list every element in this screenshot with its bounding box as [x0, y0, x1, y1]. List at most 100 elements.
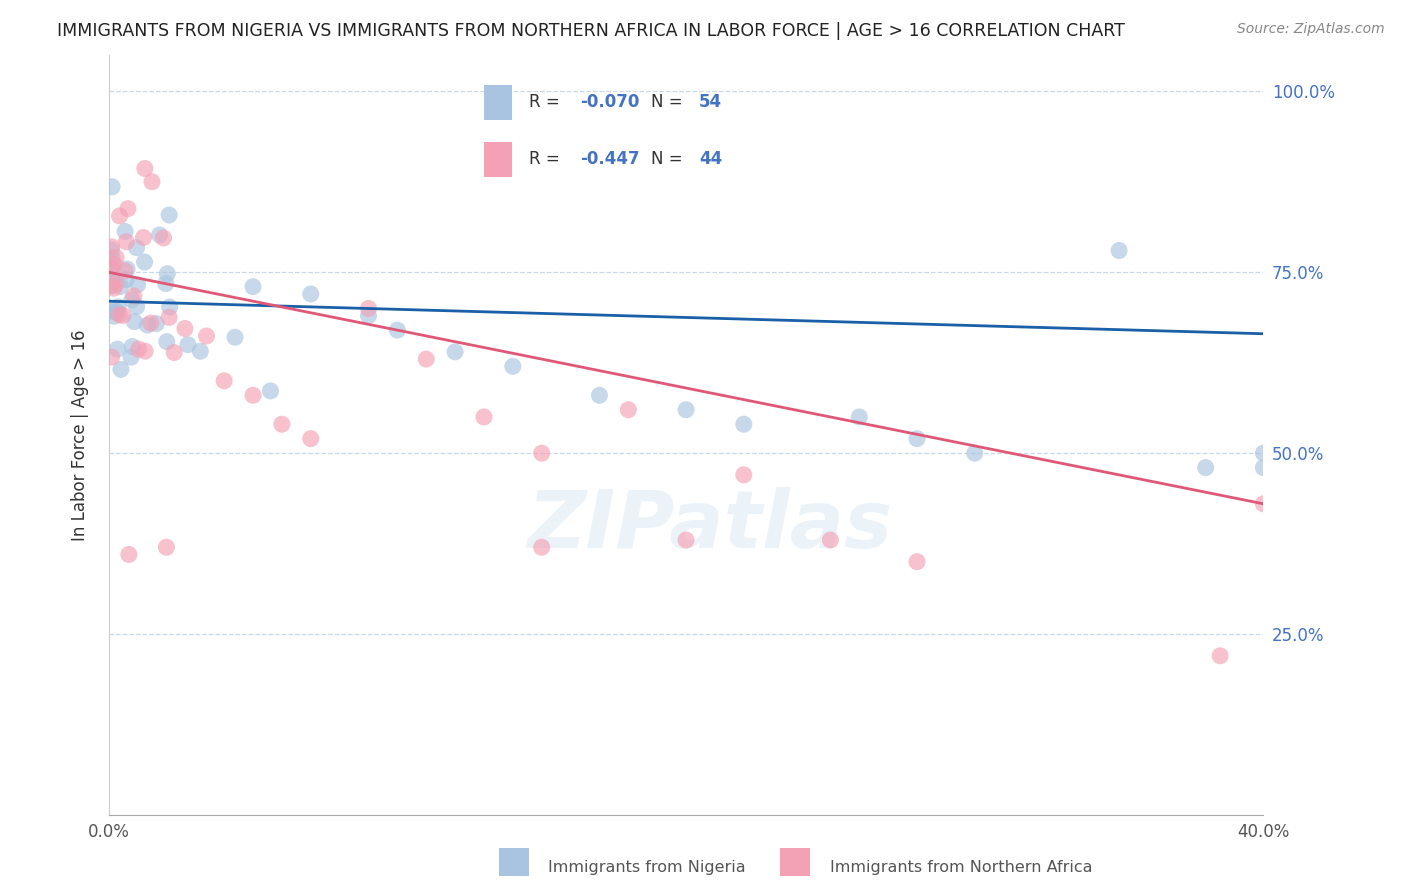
Point	[530, 446, 553, 460]
Point	[100, 260, 122, 274]
Point	[100, 304, 122, 318]
Point	[121, 293, 143, 307]
Point	[148, 227, 170, 242]
Point	[415, 352, 437, 367]
Point	[115, 235, 138, 249]
Text: Source: ZipAtlas.com: Source: ZipAtlas.com	[1237, 22, 1385, 37]
Point	[101, 272, 124, 286]
Point	[163, 345, 186, 359]
Point	[155, 540, 177, 554]
Point	[159, 300, 181, 314]
Point	[733, 467, 755, 482]
Point	[357, 309, 380, 323]
Point	[242, 279, 264, 293]
Point	[270, 417, 292, 432]
Point	[114, 264, 136, 278]
Point	[156, 334, 179, 349]
Point	[100, 278, 122, 293]
Point	[105, 306, 128, 320]
Point	[103, 281, 125, 295]
Point	[118, 548, 141, 562]
Point	[224, 330, 246, 344]
Point	[157, 310, 180, 325]
Point	[472, 409, 495, 424]
Point	[114, 224, 136, 238]
Point	[134, 344, 156, 359]
Point	[259, 384, 281, 398]
Text: Immigrants from Northern Africa: Immigrants from Northern Africa	[830, 860, 1092, 874]
Point	[105, 342, 128, 356]
Point	[1108, 244, 1130, 258]
Point	[242, 388, 264, 402]
Point	[105, 251, 128, 265]
Point	[101, 251, 124, 265]
Point	[502, 359, 524, 374]
Point	[121, 339, 143, 353]
Point	[905, 555, 928, 569]
Point	[188, 344, 211, 359]
Point	[115, 273, 138, 287]
Text: Immigrants from Nigeria: Immigrants from Nigeria	[548, 860, 747, 874]
Point	[157, 208, 180, 222]
Point	[100, 243, 122, 257]
Point	[139, 316, 162, 330]
Point	[963, 446, 986, 460]
Point	[357, 301, 380, 316]
Point	[125, 300, 148, 314]
Point	[1253, 446, 1275, 460]
Point	[108, 209, 131, 223]
Point	[145, 317, 167, 331]
Point	[127, 277, 149, 292]
Point	[905, 432, 928, 446]
Point	[152, 231, 174, 245]
Y-axis label: In Labor Force | Age > 16: In Labor Force | Age > 16	[72, 329, 89, 541]
Point	[115, 262, 138, 277]
Point	[104, 277, 127, 291]
Point	[117, 202, 139, 216]
Point	[177, 337, 200, 351]
Point	[111, 309, 134, 323]
Point	[101, 278, 124, 293]
Point	[136, 318, 159, 332]
Point	[141, 175, 163, 189]
Point	[101, 179, 124, 194]
Point	[588, 388, 610, 402]
Point	[107, 300, 129, 314]
Point	[299, 287, 322, 301]
Point	[212, 374, 235, 388]
Point	[105, 304, 128, 318]
Point	[174, 321, 197, 335]
Point	[100, 269, 122, 284]
Point	[444, 344, 467, 359]
Point	[1209, 648, 1232, 663]
Point	[132, 230, 155, 244]
Point	[387, 323, 409, 337]
Point	[108, 308, 131, 322]
Point	[124, 315, 146, 329]
Point	[299, 432, 322, 446]
Point	[122, 289, 145, 303]
Point	[675, 533, 697, 547]
Point	[1195, 460, 1218, 475]
Point	[1253, 460, 1275, 475]
Point	[848, 409, 870, 424]
Point	[1253, 497, 1275, 511]
Point	[733, 417, 755, 432]
Point	[675, 402, 697, 417]
Point	[100, 350, 122, 364]
Point	[103, 257, 125, 271]
Point	[134, 161, 156, 176]
Point	[100, 260, 122, 275]
Point	[128, 342, 150, 356]
Point	[125, 241, 148, 255]
Point	[110, 279, 132, 293]
Point	[820, 533, 842, 547]
Text: IMMIGRANTS FROM NIGERIA VS IMMIGRANTS FROM NORTHERN AFRICA IN LABOR FORCE | AGE : IMMIGRANTS FROM NIGERIA VS IMMIGRANTS FR…	[56, 22, 1125, 40]
Point	[156, 267, 179, 281]
Point	[617, 402, 640, 417]
Point	[530, 540, 553, 554]
Point	[100, 240, 122, 254]
Point	[103, 310, 125, 324]
Point	[134, 255, 156, 269]
Point	[110, 362, 132, 376]
